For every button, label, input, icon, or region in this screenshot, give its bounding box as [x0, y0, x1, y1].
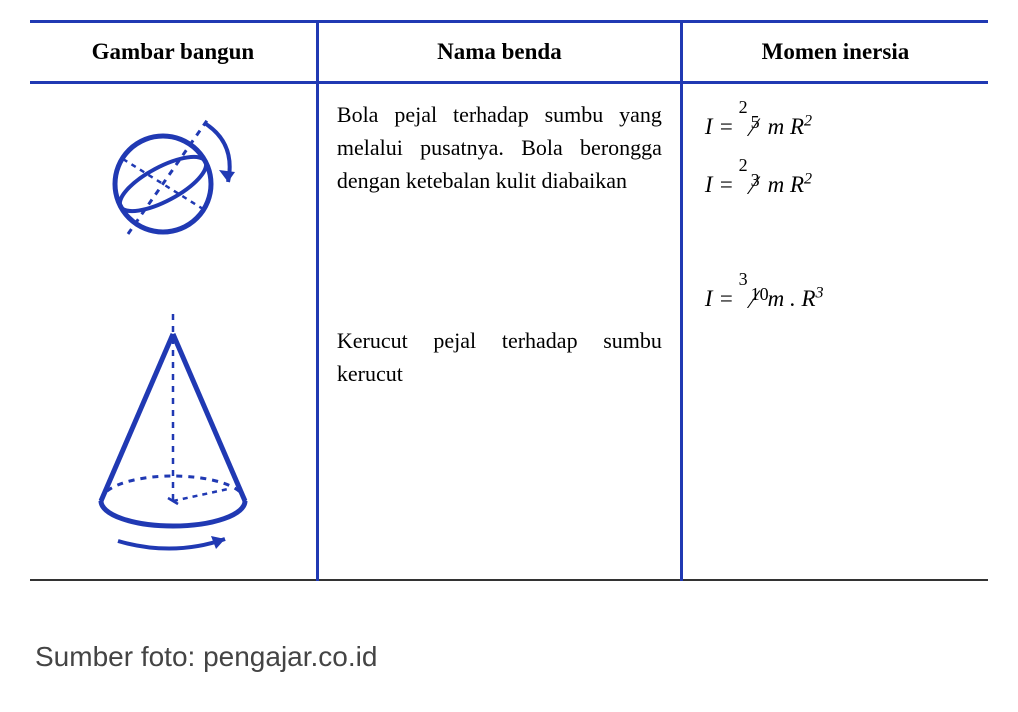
formula-suffix: m . R — [768, 286, 816, 311]
moment-inertia-table: Gambar bangun Nama benda Momen inersia — [30, 20, 988, 581]
table-header: Gambar bangun Nama benda Momen inersia — [30, 22, 988, 83]
sphere-figure — [88, 104, 258, 269]
formula-prefix: I = — [705, 286, 740, 311]
figure-cell — [30, 83, 317, 581]
fraction: 3⁄10 — [740, 279, 768, 326]
formula-suffix: m R — [768, 114, 804, 139]
row2-formulas: I = 3⁄10m . R3 — [683, 236, 988, 350]
formula-cell: I = 2⁄5m R2 I = 2⁄3m R2 I = 3⁄10m . R3 — [681, 83, 988, 581]
table-body: Bola pejal terhadap sumbu yang melalui p… — [30, 83, 988, 581]
table: Gambar bangun Nama benda Momen inersia — [30, 20, 988, 581]
fraction: 2⁄3 — [740, 165, 768, 212]
row1-formulas: I = 2⁄5m R2 I = 2⁄3m R2 — [683, 84, 988, 236]
formula-exp: 2 — [804, 112, 812, 129]
source-attribution: Sumber foto: pengajar.co.id — [35, 641, 988, 673]
header-moment: Momen inersia — [681, 22, 988, 83]
formula-sphere-solid: I = 2⁄5m R2 — [705, 106, 966, 154]
formula-sphere-hollow: I = 2⁄3m R2 — [705, 164, 966, 212]
formula-prefix: I = — [705, 114, 740, 139]
description-cell: Bola pejal terhadap sumbu yang melalui p… — [317, 83, 681, 581]
header-figure: Gambar bangun — [30, 22, 317, 83]
formula-prefix: I = — [705, 172, 740, 197]
fraction: 2⁄5 — [740, 107, 768, 154]
row1-description: Bola pejal terhadap sumbu yang melalui p… — [319, 84, 680, 284]
header-name: Nama benda — [317, 22, 681, 83]
formula-cone: I = 3⁄10m . R3 — [705, 278, 966, 326]
cone-figure — [73, 309, 273, 559]
row2-description: Kerucut pejal terhadap sumbu kerucut — [319, 284, 680, 484]
table-row: Bola pejal terhadap sumbu yang melalui p… — [30, 83, 988, 581]
formula-exp: 2 — [804, 170, 812, 187]
formula-suffix: m R — [768, 172, 804, 197]
formula-exp: 3 — [816, 284, 824, 301]
